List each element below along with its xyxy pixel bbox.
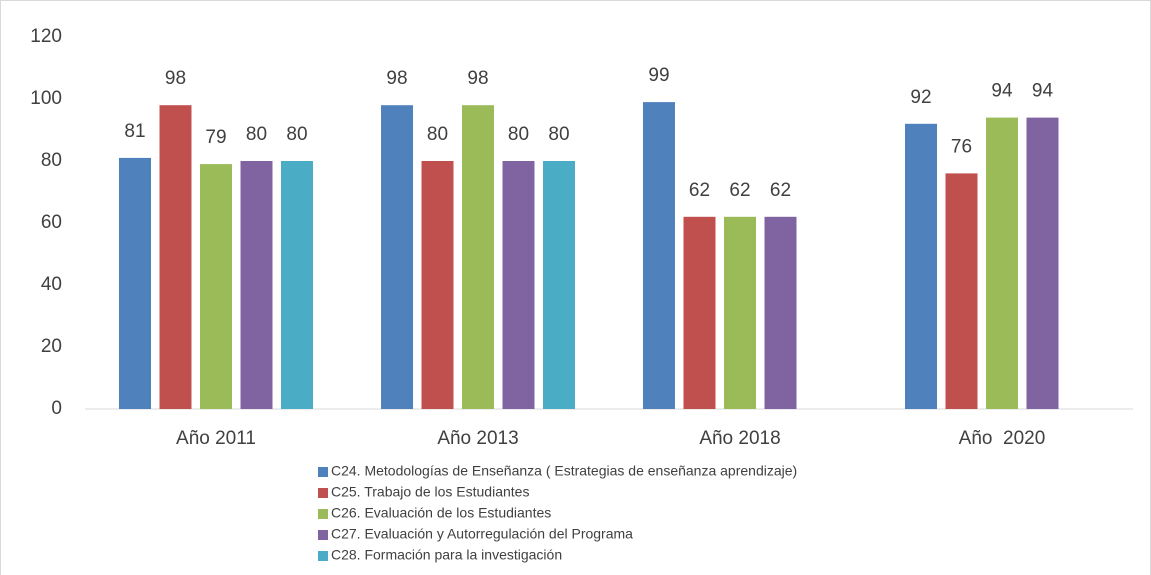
x-tick-label: Año 2018 xyxy=(699,428,780,449)
bar xyxy=(945,173,978,409)
bar xyxy=(240,161,273,409)
y-tick-label: 120 xyxy=(30,26,62,47)
y-tick-label: 80 xyxy=(41,150,62,171)
bar xyxy=(462,105,494,409)
bar xyxy=(200,164,232,409)
data-label: 62 xyxy=(689,180,710,201)
y-tick-label: 100 xyxy=(30,88,62,109)
bar xyxy=(421,161,454,409)
bar xyxy=(683,216,716,409)
bar xyxy=(381,105,413,409)
bar xyxy=(502,161,535,409)
legend-swatch xyxy=(318,467,328,477)
y-tick-label: 0 xyxy=(51,398,62,419)
legend-label: C25. Trabajo de los Estudiantes xyxy=(331,484,529,500)
data-label: 76 xyxy=(951,136,972,157)
legend-label: C26. Evaluación de los Estudiantes xyxy=(331,505,551,521)
bar xyxy=(764,216,797,409)
data-label: 80 xyxy=(508,124,529,145)
y-tick-label: 40 xyxy=(41,274,62,295)
bar xyxy=(1026,117,1059,409)
legend-swatch xyxy=(318,509,328,519)
x-tick-label: Año 2013 xyxy=(437,428,518,449)
bar xyxy=(159,105,192,409)
legend-label: C24. Metodologías de Enseñanza ( Estrate… xyxy=(331,463,797,479)
data-label: 92 xyxy=(910,87,931,108)
bar xyxy=(724,216,756,409)
data-label: 80 xyxy=(548,124,569,145)
bar xyxy=(643,102,675,409)
data-label: 81 xyxy=(124,121,145,142)
data-label: 99 xyxy=(648,65,669,86)
data-label: 80 xyxy=(246,124,267,145)
legend-swatch xyxy=(318,488,328,498)
legend-label: C27. Evaluación y Autorregulación del Pr… xyxy=(331,526,633,542)
data-label: 80 xyxy=(427,124,448,145)
data-label: 98 xyxy=(386,68,407,89)
data-label: 80 xyxy=(286,124,307,145)
y-tick-label: 60 xyxy=(41,212,62,233)
bar xyxy=(543,161,575,409)
data-label: 62 xyxy=(729,180,750,201)
data-label: 79 xyxy=(205,127,226,148)
bar xyxy=(281,161,313,409)
data-label: 98 xyxy=(165,68,186,89)
legend-swatch xyxy=(318,530,328,540)
data-label: 98 xyxy=(467,68,488,89)
x-tick-label: Año 2020 xyxy=(959,428,1046,449)
legend-swatch xyxy=(318,551,328,561)
y-tick-label: 20 xyxy=(41,336,62,357)
bar xyxy=(986,117,1018,409)
bar xyxy=(119,157,151,409)
legend-label: C28. Formación para la investigación xyxy=(331,547,562,563)
data-label: 94 xyxy=(991,81,1013,102)
x-tick-label: Año 2011 xyxy=(176,428,256,449)
data-label: 62 xyxy=(770,180,791,201)
bar xyxy=(905,123,937,410)
data-label: 94 xyxy=(1032,81,1054,102)
